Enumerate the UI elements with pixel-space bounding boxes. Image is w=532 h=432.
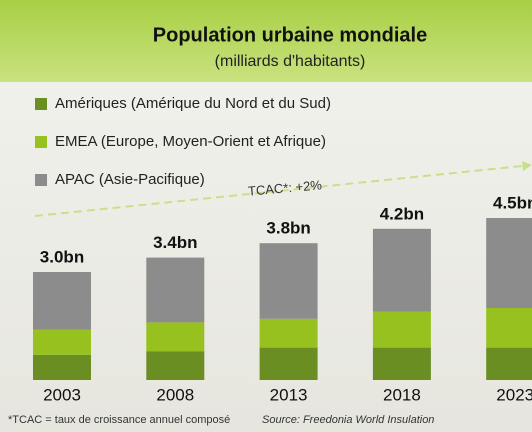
x-tick-label: 2008 [156, 385, 194, 404]
x-tick-label: 2013 [270, 385, 308, 404]
legend-swatch [35, 98, 47, 110]
total-label: 3.4bn [153, 233, 197, 252]
bar-segment [486, 347, 532, 380]
x-tick-label: 2003 [43, 385, 81, 404]
x-tick-label: 2023 [496, 385, 532, 404]
bar-segment [146, 351, 205, 380]
bar-segment [372, 347, 431, 380]
bar-segment [33, 272, 91, 330]
total-label: 4.5bn [493, 193, 532, 212]
x-tick-label: 2018 [383, 385, 421, 404]
chart-title: Population urbaine mondiale [153, 24, 427, 46]
legend-swatch [35, 174, 47, 186]
legend-label: Amériques (Amérique du Nord et du Sud) [55, 95, 331, 112]
legend-swatch [35, 136, 47, 148]
bar-segment [33, 354, 91, 380]
footnote: *TCAC = taux de croissance annuel compos… [8, 414, 230, 426]
total-label: 4.2bn [380, 204, 424, 223]
total-label: 3.0bn [40, 247, 84, 266]
bar-segment [486, 308, 532, 348]
bar-segment [146, 257, 205, 323]
header [0, 0, 532, 82]
legend-label: EMEA (Europe, Moyen-Orient et Afrique) [55, 133, 326, 150]
bar-segment [259, 243, 318, 319]
bar-segment [146, 322, 205, 352]
bar-segment [259, 318, 318, 348]
bar-segment [486, 218, 532, 308]
source: Source: Freedonia World Insulation [262, 414, 434, 426]
bar-segment [372, 311, 431, 348]
total-label: 3.8bn [266, 219, 310, 238]
bar-segment [372, 228, 431, 312]
trend-arrow [522, 161, 532, 171]
trend-line [34, 165, 523, 217]
legend-label: APAC (Asie-Pacifique) [55, 171, 205, 188]
bar-segment [33, 329, 91, 355]
chart-subtitle: (milliards d'habitants) [215, 53, 366, 70]
bar-segment [259, 347, 318, 380]
annotation: TCAC*: +2% [247, 177, 323, 198]
